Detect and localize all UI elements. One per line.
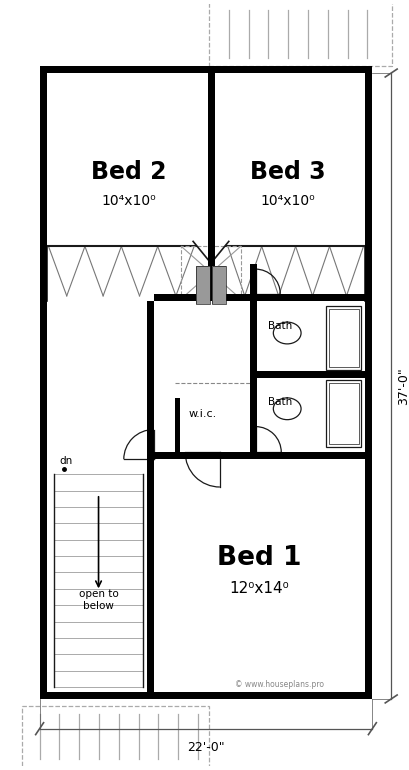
Text: © www.houseplans.pro: © www.houseplans.pro xyxy=(235,680,324,688)
Text: Bath: Bath xyxy=(268,321,292,331)
Bar xyxy=(181,246,240,299)
Bar xyxy=(212,266,226,304)
Text: 12⁰x14⁰: 12⁰x14⁰ xyxy=(229,581,289,595)
Bar xyxy=(40,692,372,699)
Bar xyxy=(329,383,359,444)
Text: w.i.c.: w.i.c. xyxy=(189,409,217,419)
Bar xyxy=(153,294,366,301)
Bar xyxy=(40,66,372,73)
Text: dn: dn xyxy=(59,457,73,466)
Bar xyxy=(249,301,256,452)
Text: Bed 2: Bed 2 xyxy=(91,160,166,184)
Bar xyxy=(366,66,372,699)
Text: open to
below: open to below xyxy=(79,589,119,611)
Text: Bed 1: Bed 1 xyxy=(217,545,302,571)
Text: 10⁴x10⁰: 10⁴x10⁰ xyxy=(261,194,315,208)
Bar xyxy=(40,66,47,699)
Bar xyxy=(252,371,366,378)
Bar xyxy=(249,264,256,301)
Bar xyxy=(327,337,348,351)
Bar xyxy=(212,266,226,304)
Bar xyxy=(175,398,180,452)
Ellipse shape xyxy=(273,322,301,344)
Text: 37'-0": 37'-0" xyxy=(397,367,409,405)
Ellipse shape xyxy=(328,319,346,341)
Text: 22'-0": 22'-0" xyxy=(187,741,225,754)
Bar xyxy=(329,309,359,367)
Bar xyxy=(146,452,366,459)
Ellipse shape xyxy=(328,395,346,417)
Bar xyxy=(327,413,348,427)
Bar xyxy=(208,73,215,301)
Bar xyxy=(209,2,392,66)
Bar xyxy=(196,266,210,304)
Bar xyxy=(326,306,362,370)
Ellipse shape xyxy=(273,398,301,420)
Bar xyxy=(326,380,362,447)
Text: Bath: Bath xyxy=(268,397,292,407)
Bar xyxy=(196,266,210,304)
Text: 10⁴x10⁰: 10⁴x10⁰ xyxy=(101,194,156,208)
Bar xyxy=(146,301,153,692)
Text: Bed 3: Bed 3 xyxy=(250,160,326,184)
Bar xyxy=(22,706,209,767)
